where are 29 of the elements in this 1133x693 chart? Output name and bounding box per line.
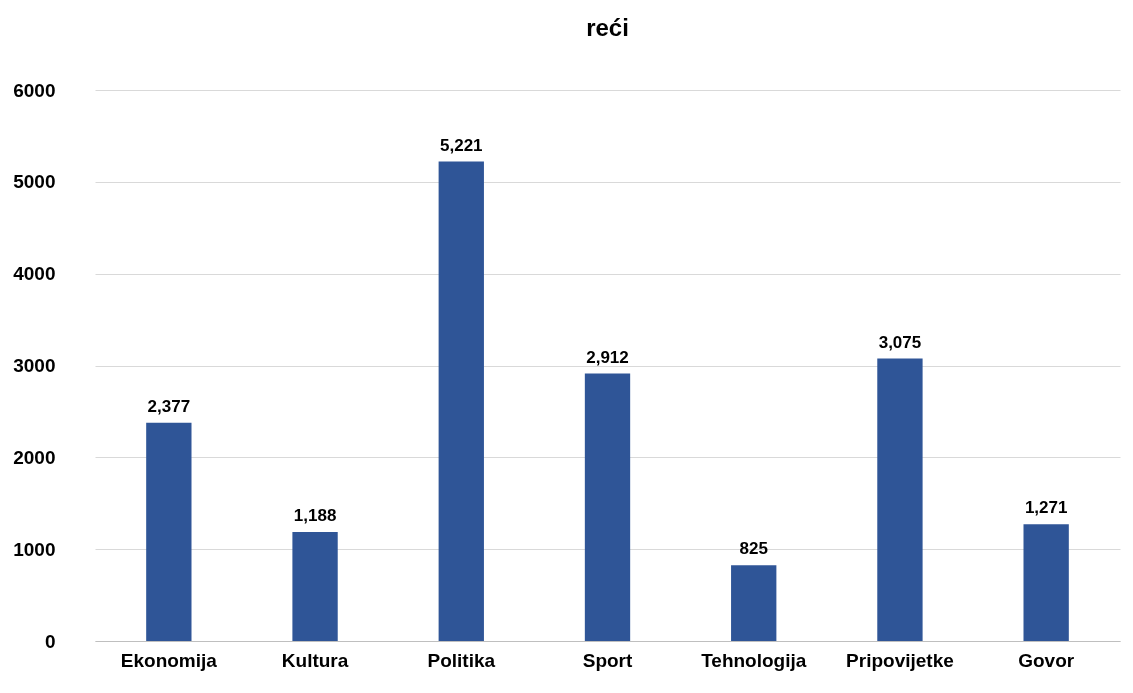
x-tick-label: Tehnologija	[701, 649, 807, 671]
x-tick-label: Pripovijetke	[846, 649, 954, 671]
data-label: 2,377	[147, 396, 191, 416]
x-tick-label: Govor	[1018, 649, 1075, 671]
bar	[731, 565, 777, 641]
bar	[877, 358, 923, 641]
data-label: 1,271	[1024, 498, 1068, 518]
x-tick-label: Politika	[427, 649, 496, 671]
y-tick-label: 5000	[13, 171, 56, 193]
y-tick-label: 4000	[13, 263, 56, 285]
data-label: 1,188	[293, 505, 337, 525]
y-tick-label: 0	[44, 630, 56, 652]
y-tick-label: 1000	[13, 538, 56, 560]
bar	[1023, 524, 1069, 641]
bar	[146, 422, 192, 641]
chart-title: reći	[586, 14, 629, 41]
x-tick-label: Kultura	[281, 649, 349, 671]
bar	[438, 161, 484, 641]
y-tick-label: 3000	[13, 355, 56, 376]
y-tick-label: 6000	[13, 79, 56, 101]
data-label: 825	[739, 539, 768, 559]
data-label: 2,912	[586, 347, 629, 367]
data-label: 3,075	[878, 332, 922, 352]
x-tick-label: Sport	[582, 649, 633, 671]
data-label: 5,221	[440, 135, 483, 155]
y-tick-label: 2000	[13, 446, 56, 468]
bar	[584, 373, 631, 641]
x-tick-label: Ekonomija	[120, 649, 218, 671]
bar	[292, 531, 338, 641]
